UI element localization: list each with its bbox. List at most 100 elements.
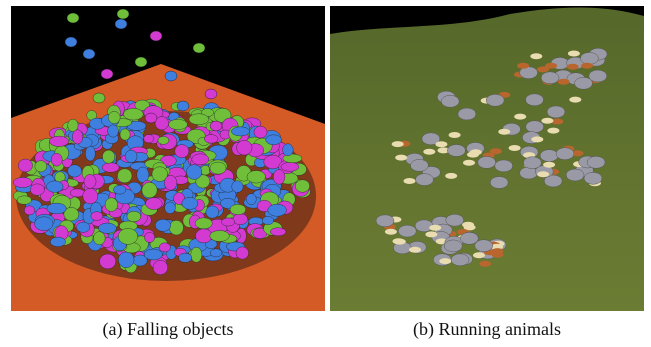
object-figure — [158, 242, 171, 253]
elephant — [583, 172, 603, 185]
object-figure — [265, 134, 282, 146]
falling-objects — [64, 8, 223, 132]
elephant — [375, 214, 395, 228]
object-figure — [152, 259, 169, 275]
horse — [566, 63, 579, 70]
falling-objects-scene — [11, 6, 325, 311]
object-figure — [236, 140, 253, 156]
running-animals-scene — [330, 6, 644, 311]
object-figure — [157, 136, 170, 145]
elephant — [414, 219, 434, 233]
object-figure — [90, 211, 104, 221]
object-figure — [93, 231, 106, 245]
object-figure — [12, 177, 33, 188]
object-figure — [174, 144, 190, 158]
horse — [537, 171, 550, 178]
object-figure — [273, 169, 286, 185]
object-figure — [282, 143, 294, 157]
horse — [514, 113, 527, 120]
falling-figure — [204, 88, 218, 100]
object-figure — [204, 134, 219, 144]
elephant — [523, 156, 542, 169]
object-figure — [168, 119, 188, 130]
falling-figure — [82, 48, 96, 60]
object-figure — [118, 251, 135, 268]
horse — [489, 148, 502, 155]
elephant — [440, 95, 460, 108]
object-figure — [83, 174, 97, 189]
elephant — [474, 239, 493, 252]
horse — [469, 149, 482, 156]
object-figure — [154, 116, 169, 131]
object-figure — [16, 195, 32, 205]
horse — [551, 118, 564, 125]
horse — [463, 224, 476, 231]
animal-herd — [375, 47, 608, 267]
caption-falling-objects: (a) Falling objects — [102, 319, 234, 339]
elephant — [540, 71, 560, 85]
object-figure — [253, 125, 268, 139]
horse — [423, 148, 436, 155]
object-figure — [143, 248, 163, 261]
object-figure — [50, 152, 63, 167]
horse — [508, 145, 521, 151]
object-figure — [119, 128, 131, 141]
object-figure — [231, 126, 250, 137]
elephant — [415, 173, 434, 186]
elephant — [539, 149, 559, 162]
object-figure — [220, 197, 236, 209]
falling-figure — [144, 112, 158, 124]
object-figure — [221, 217, 235, 227]
object-figure — [67, 118, 79, 132]
elephant — [546, 105, 566, 119]
object-figure — [123, 108, 144, 121]
object-figure — [205, 205, 220, 219]
falling-figure — [134, 56, 148, 68]
horse — [581, 62, 594, 69]
elephant — [586, 156, 606, 169]
object-figure — [29, 183, 45, 196]
object-figure — [191, 153, 210, 166]
object-figure — [46, 202, 67, 215]
object-figure — [124, 149, 138, 163]
object-figure — [141, 182, 158, 199]
elephant — [398, 224, 417, 238]
elephant — [450, 253, 470, 267]
falling-figure — [192, 42, 206, 54]
elephant — [477, 156, 496, 169]
object-figure — [246, 170, 266, 184]
horse — [409, 246, 421, 253]
object-figure — [295, 179, 310, 193]
object-figure — [195, 174, 211, 189]
horse — [384, 228, 397, 235]
object-figure — [117, 168, 133, 184]
object-figure — [63, 207, 79, 222]
object-figure — [210, 248, 223, 258]
horse — [445, 172, 458, 179]
object-figure — [67, 164, 82, 178]
horse — [569, 96, 582, 103]
object-figure — [186, 164, 203, 180]
elephant — [460, 232, 479, 245]
elephant — [580, 52, 599, 65]
object-figure — [282, 153, 303, 164]
object-figure — [267, 203, 287, 217]
object-figure — [50, 236, 66, 247]
elephant — [525, 120, 544, 133]
horse — [463, 159, 475, 166]
elephant — [543, 174, 563, 188]
object-figure — [280, 162, 300, 172]
horse — [437, 147, 450, 154]
horse — [491, 248, 504, 255]
elephant — [447, 144, 466, 157]
object-figure — [181, 196, 199, 210]
caption-running-animals: (b) Running animals — [413, 319, 561, 339]
horse — [395, 154, 408, 161]
falling-figure — [66, 12, 80, 24]
elephant — [574, 77, 593, 90]
object-figure — [102, 149, 116, 164]
object-figure — [209, 161, 227, 175]
object-figure — [231, 180, 244, 193]
horse — [498, 128, 511, 135]
object-figure — [34, 160, 47, 173]
